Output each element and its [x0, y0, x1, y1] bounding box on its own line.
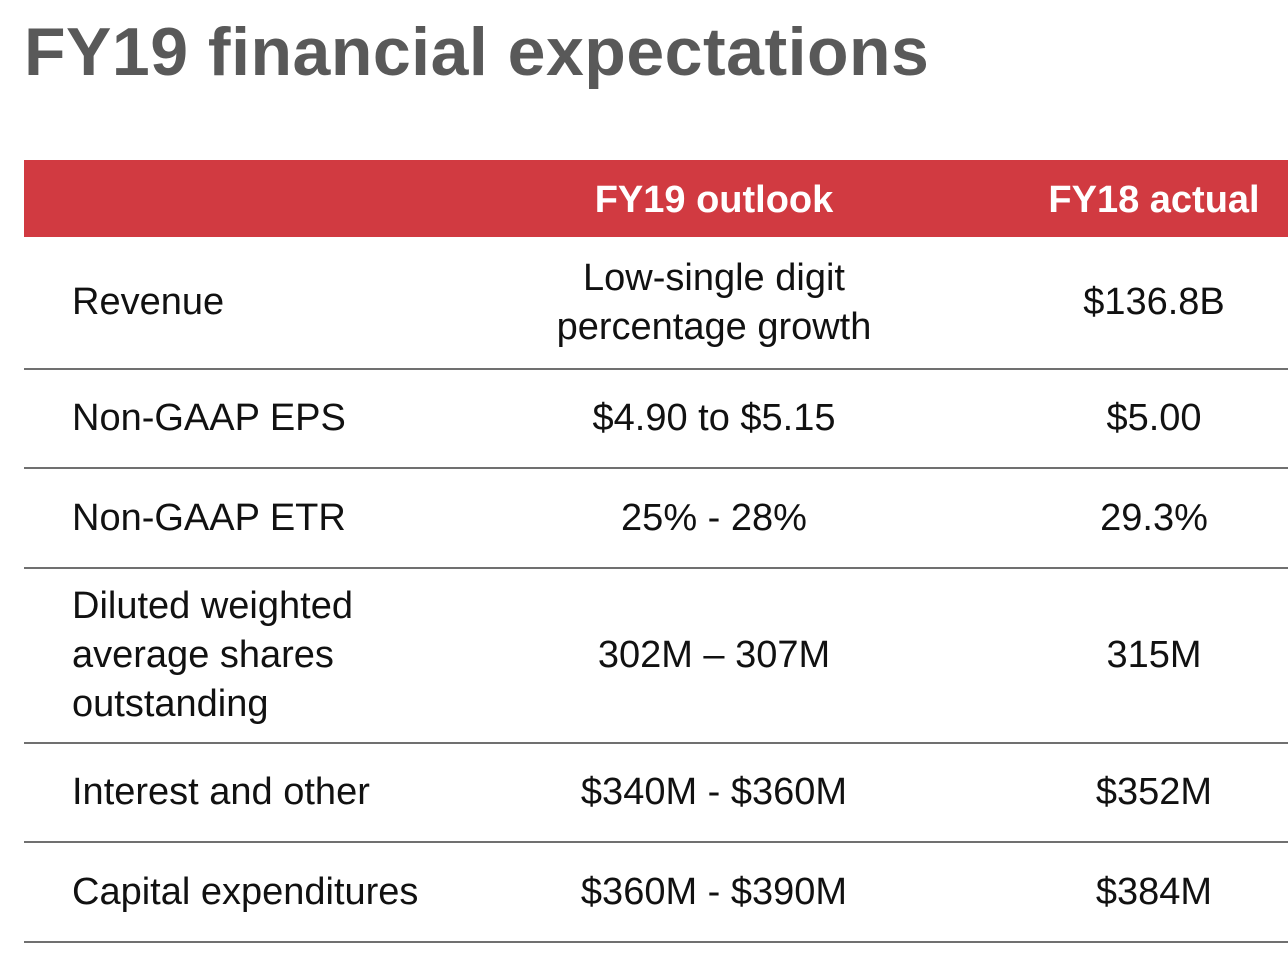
table-row-diluted-shares: Diluted weighted average shares outstand…	[24, 569, 1288, 744]
table-row-capital-expenditures: Capital expenditures $360M - $390M $384M	[24, 843, 1288, 943]
table-row-non-gaap-etr: Non-GAAP ETR 25% - 28% 29.3%	[24, 469, 1288, 569]
actual-value: 29.3%	[1100, 496, 1208, 539]
outlook-value: $4.90 to $5.15	[592, 397, 836, 439]
actual-value: 315M	[1106, 634, 1202, 676]
metric-label: Interest and other	[72, 771, 370, 813]
outlook-value: Low-single digit percentage growth	[556, 256, 872, 348]
header-fy18-actual: FY18 actual	[1048, 179, 1260, 221]
table-row-non-gaap-eps: Non-GAAP EPS $4.90 to $5.15 $5.00	[24, 370, 1288, 469]
page-title: FY19 financial expectations	[24, 14, 930, 90]
outlook-value: 25% - 28%	[621, 496, 807, 539]
financial-expectations-table: FY19 outlook FY18 actual Revenue Low-sin…	[24, 160, 1288, 943]
table-row-revenue: Revenue Low-single digit percentage grow…	[24, 237, 1288, 370]
outlook-value: 302M – 307M	[597, 634, 831, 676]
actual-value: $5.00	[1106, 397, 1202, 439]
metric-label: Non-GAAP EPS	[72, 397, 346, 439]
actual-value: $352M	[1095, 771, 1213, 813]
header-fy19-outlook: FY19 outlook	[594, 179, 834, 221]
metric-label: Capital expenditures	[72, 870, 419, 913]
outlook-value: $360M - $390M	[580, 870, 848, 913]
table-header-row: FY19 outlook FY18 actual	[24, 160, 1288, 237]
actual-value: $136.8B	[1083, 281, 1225, 323]
outlook-value: $340M - $360M	[580, 771, 848, 813]
actual-value: $384M	[1095, 870, 1213, 913]
metric-label: Non-GAAP ETR	[72, 496, 346, 539]
metric-label: Diluted weighted average shares outstand…	[72, 585, 353, 725]
table-row-interest-and-other: Interest and other $340M - $360M $352M	[24, 744, 1288, 843]
metric-label: Revenue	[72, 281, 225, 323]
